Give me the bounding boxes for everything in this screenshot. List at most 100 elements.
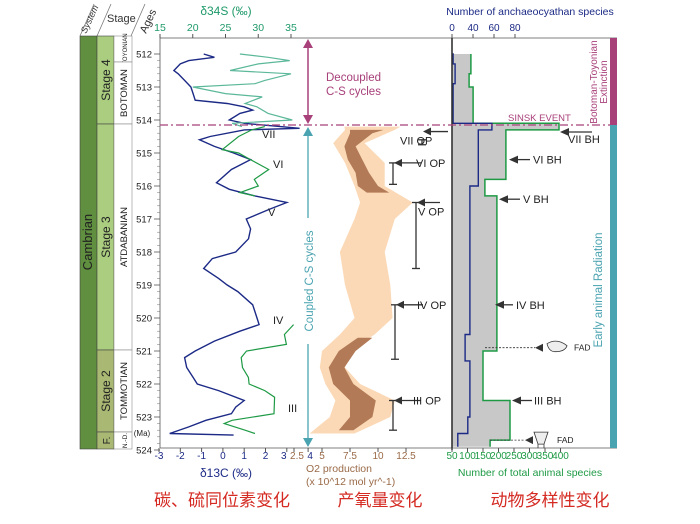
d34s-curve (192, 53, 293, 128)
d13c-tick-label: -3 (155, 451, 164, 462)
age-unit: (Ma) (134, 429, 151, 438)
d34s-tick-label: 15 (154, 22, 166, 34)
archaeocyathan-line (452, 53, 493, 447)
o2-tick-label: 12.5 (396, 451, 416, 462)
age-tick-label: 512 (136, 50, 152, 61)
total-species-tick-label: 50 (446, 451, 458, 462)
o2-tick-label: 5 (319, 451, 325, 462)
sinsk-event-label: SINSK EVENT (508, 113, 571, 124)
d13c-tick-label: 4 (307, 451, 313, 462)
radiation-label: Early animal Radiation (593, 232, 605, 347)
decoupled-label: Decoupled (326, 72, 381, 84)
d13c-tick-label: -1 (197, 451, 206, 462)
fad-label: FAD (557, 435, 574, 445)
total-species-tick-label: 100 (459, 451, 476, 462)
coupled-label: Coupled C-S cycles (304, 230, 316, 331)
substage-label: BOTOMAN (119, 69, 130, 117)
o2-core-band (328, 337, 376, 431)
caption-oxygen: 产氧量变化 (338, 491, 423, 510)
o2-core-band (344, 129, 390, 193)
age-tick-label: 521 (136, 347, 152, 358)
age-tick-label: 524 (136, 446, 152, 457)
o2-tick-label: 7.5 (343, 451, 357, 462)
age-tick-label: 515 (136, 149, 152, 160)
total-species-tick-label: 400 (552, 451, 569, 462)
total-species-tick-label: 150 (475, 451, 492, 462)
system-label: Cambrian (80, 214, 95, 270)
extinction-label: Botoman-Toyonian (589, 40, 600, 123)
arrow-left-icon (560, 128, 569, 136)
substage-cell (113, 431, 133, 450)
substage-label: TOYONIAN (123, 33, 129, 64)
archaeocyathan-tick-label: 80 (509, 23, 521, 34)
bh-label: III BH (534, 396, 562, 408)
substage-label: ATDABANIAN (119, 207, 130, 267)
arrow-left-icon (423, 127, 431, 136)
cycle-label: VI (273, 159, 283, 171)
d13c-tick-label: 2 (263, 451, 269, 462)
total-species-tick-label: 350 (537, 451, 554, 462)
archaeocyathan-axis-title: Number of anchaeocyathan species (446, 6, 614, 18)
arrow-left-icon (394, 396, 402, 405)
age-tick-label: 517 (136, 215, 152, 226)
arrow-left-icon (394, 158, 402, 167)
stage-label: Stage 3 (99, 216, 113, 258)
archaeocyath-cup-icon (533, 431, 549, 449)
d34s-curve (222, 324, 295, 435)
age-tick-label: 514 (136, 116, 152, 127)
op-label: III OP (413, 396, 441, 408)
arrow-left-icon (512, 396, 521, 405)
arrow-down-icon (303, 115, 313, 124)
total-species-axis-title: Number of total animal species (458, 467, 602, 479)
o2-tick-label: 10 (372, 451, 384, 462)
cycle-label: VII (262, 129, 275, 141)
bh-label: V BH (523, 194, 549, 206)
substage-label: TOMMOTIAN (119, 362, 130, 420)
fossil-shell-icon (546, 340, 568, 353)
op-label: VII OP (400, 136, 432, 148)
strat-columns: Cambrian Stage 4 Stage 3 Stage 2 F. TOYONIA… (79, 33, 151, 450)
d13c-curve (169, 53, 300, 436)
extinction-bar (610, 38, 617, 125)
d34s-tick-label: 30 (252, 22, 264, 34)
age-tick-label: 516 (136, 182, 152, 193)
arrow-left-icon (535, 343, 543, 352)
caption-diversity: 动物多样性变化 (491, 491, 610, 510)
caption-isotopes: 碳、硫同位素变化 (154, 491, 290, 510)
op-label: V OP (418, 207, 444, 219)
column-headers: System Stage Ages (79, 3, 160, 37)
arrow-left-icon (495, 300, 504, 309)
arrow-left-icon (417, 198, 425, 207)
arrow-down-icon (303, 438, 313, 447)
fad-label: FAD (574, 343, 591, 353)
op-label: VI OP (416, 158, 445, 170)
total-species-tick-label: 250 (506, 451, 523, 462)
stage-label: Stage 2 (99, 370, 113, 412)
o2-production-panel: 2.5 5 7.5 10 12.5 VII OP VI OP V OP IV OP III OP (290, 126, 448, 462)
d34s-tick-label: 20 (187, 22, 199, 34)
total-species-tick-label: 300 (521, 451, 538, 462)
system-header: System (79, 3, 101, 35)
arrow-left-icon (499, 195, 508, 204)
d13c-tick-label: -2 (176, 451, 185, 462)
bh-label: VII BH (568, 134, 600, 146)
d34s-tick-label: 35 (285, 22, 297, 34)
age-tick-label: 519 (136, 281, 152, 292)
op-label: IV OP (417, 300, 446, 312)
arrow-up-icon (303, 127, 313, 136)
extinction-label-2: Extinction (599, 60, 610, 103)
decoupled-label-2: C-S cycles (326, 86, 381, 98)
o2-axis-title: O2 production (306, 463, 372, 475)
arrow-left-icon (396, 300, 404, 309)
d13c-axis-title: δ13C (‰) (200, 466, 252, 480)
substage-label: N.-D. (122, 433, 129, 448)
d34s-tick-label: 25 (220, 22, 232, 34)
radiation-bar (610, 125, 617, 448)
d13c-tick-label: 1 (241, 451, 247, 462)
cycle-label: V (268, 207, 276, 219)
age-tick-label: 513 (136, 83, 152, 94)
age-tick-label: 518 (136, 248, 152, 259)
substage-column: TOYONIAN BOTOMAN ATDABANIAN TOMMOTIAN N.-D. (113, 33, 133, 450)
arrow-left-icon (509, 155, 518, 164)
